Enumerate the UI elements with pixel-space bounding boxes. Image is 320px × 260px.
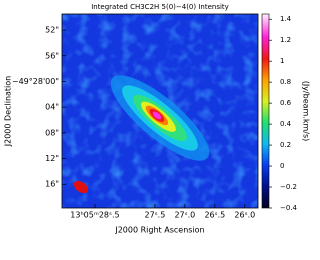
x-tick-label: 13ʰ05ᵐ28ˢ.5 xyxy=(70,211,119,220)
y-tick-label: 52" xyxy=(45,26,59,35)
y-tick-label: 16" xyxy=(45,180,59,189)
colorbar xyxy=(261,13,270,209)
y-axis-title: J2000 Declination xyxy=(4,76,13,147)
y-tick-label: 08" xyxy=(45,128,59,137)
x-tick-label: 27ˢ.5 xyxy=(145,211,166,220)
y-tick-label: 56" xyxy=(45,51,59,60)
x-tick-label: 26ˢ.5 xyxy=(204,211,225,220)
y-tick-label: −49°28'00" xyxy=(12,77,59,86)
colorbar-tick-label: 0.8 xyxy=(280,78,291,86)
colorbar-tick-label: 0 xyxy=(280,162,284,170)
colorbar-tick-label: 1.2 xyxy=(280,36,291,44)
x-tick-label: 27ˢ.0 xyxy=(174,211,195,220)
plot-frame xyxy=(61,13,259,209)
colorbar-tick-label: 0.6 xyxy=(280,99,292,107)
x-axis-title: J2000 Right Ascension xyxy=(114,226,204,235)
beam xyxy=(73,180,89,194)
colorbar-tick-label: −0.4 xyxy=(280,204,298,212)
colorbar-label: (Jy/beam.km/s) xyxy=(302,81,311,142)
y-tick-label: 04" xyxy=(45,103,59,112)
colorbar-tick-label: 0.4 xyxy=(280,120,292,128)
x-tick-label: 26ˢ.0 xyxy=(234,211,255,220)
colorbar-tick-label: 1 xyxy=(280,57,284,65)
chart-title: Integrated CH3C2H 5(0)−4(0) Intensity xyxy=(91,3,229,11)
intensity-map xyxy=(62,14,258,208)
colorbar-tick-label: 0.2 xyxy=(280,141,291,149)
y-tick-label: 12" xyxy=(45,154,59,163)
colorbar-tick-label: 1.4 xyxy=(280,15,292,23)
colorbar-tick-label: −0.2 xyxy=(280,183,297,191)
